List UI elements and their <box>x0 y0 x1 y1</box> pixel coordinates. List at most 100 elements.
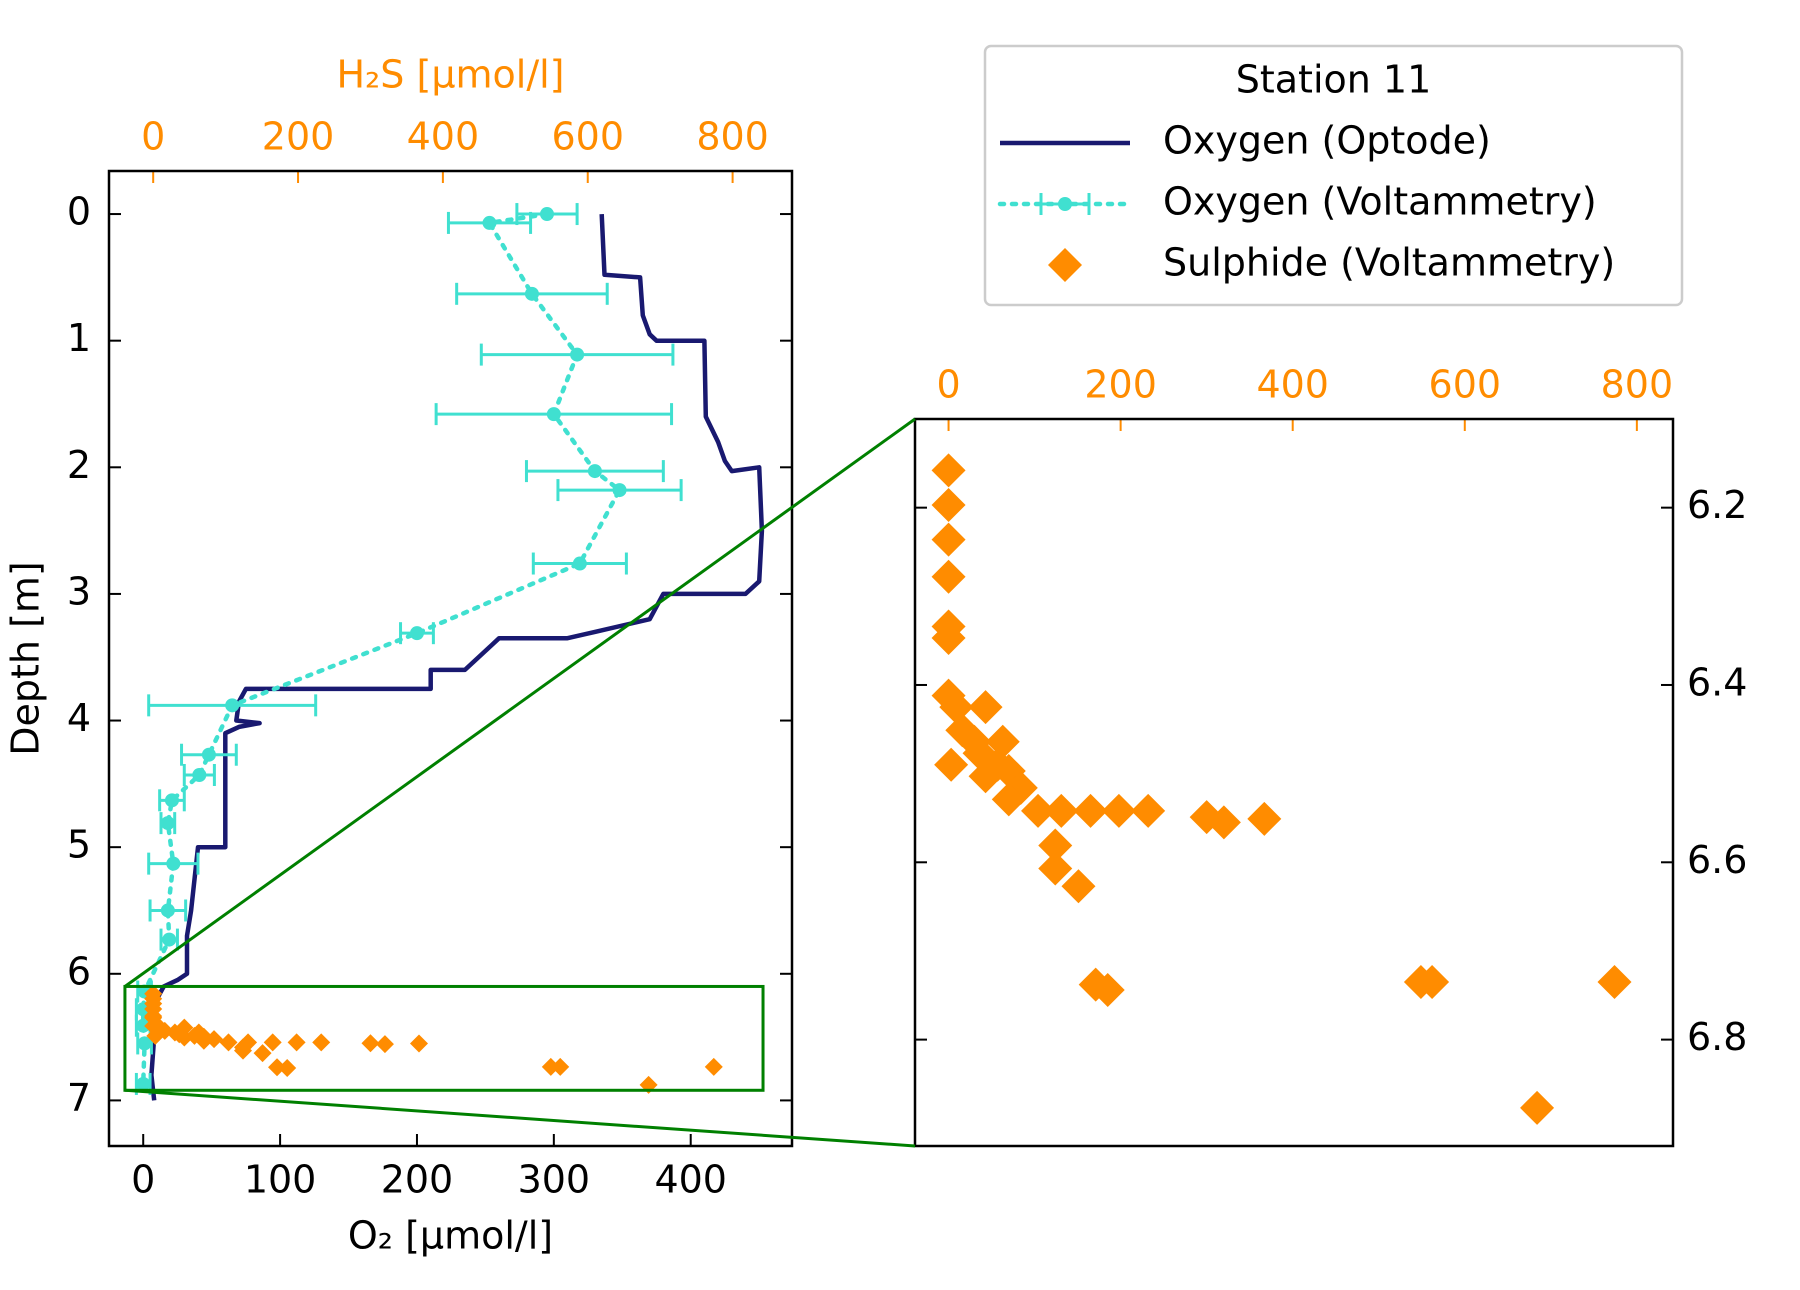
sulphide-marker <box>1520 1090 1555 1125</box>
y-tick-label: 6.6 <box>1687 838 1747 882</box>
sulphide-marker <box>551 1057 570 1076</box>
x2-tick-label: 600 <box>1429 363 1502 407</box>
legend-label: Sulphide (Voltammetry) <box>1163 241 1615 285</box>
zoom-connector <box>124 1088 916 1148</box>
sulphide-marker <box>312 1033 331 1052</box>
sulphide-marker <box>175 1028 194 1047</box>
data-point <box>572 556 587 571</box>
legend-marker <box>1048 248 1082 282</box>
x2-tick-label: 0 <box>141 115 165 159</box>
sulphide-marker <box>194 1031 213 1050</box>
x2-tick-label: 0 <box>936 363 960 407</box>
data-point <box>166 856 181 871</box>
sulphide-marker <box>253 1044 272 1063</box>
sulphide-marker <box>219 1033 238 1052</box>
sulphide-marker <box>931 559 966 594</box>
x-tick-label: 200 <box>381 1158 454 1202</box>
data-point <box>546 407 561 422</box>
x-tick-label: 300 <box>518 1158 591 1202</box>
data-point <box>160 903 175 918</box>
axes-frame <box>913 417 1675 1148</box>
sulphide-marker <box>931 487 966 522</box>
x-tick-label: 400 <box>654 1158 727 1202</box>
plot-area <box>931 453 1632 1125</box>
data-point <box>201 747 216 762</box>
sulphide-marker <box>968 690 1003 725</box>
y-tick-label: 6.2 <box>1687 483 1747 527</box>
x2-tick-label: 200 <box>1084 363 1157 407</box>
data-point <box>482 215 497 230</box>
x2-tick-label: 400 <box>407 115 480 159</box>
sulphide-marker <box>1131 793 1166 828</box>
sulphide-marker <box>1247 801 1282 836</box>
data-point <box>162 932 177 947</box>
data-point <box>137 1036 152 1051</box>
sulphide-marker <box>1101 793 1136 828</box>
y-tick-label: 6.8 <box>1687 1015 1747 1059</box>
sulphide-marker <box>541 1057 560 1076</box>
optode-line <box>149 213 765 1101</box>
sulphide-marker <box>1044 793 1079 828</box>
y-tick-label: 4 <box>67 696 91 740</box>
data-point <box>539 207 554 222</box>
data-point <box>409 626 424 641</box>
x2-tick-label: 200 <box>262 115 335 159</box>
data-point <box>136 1076 151 1091</box>
data-point <box>570 347 585 362</box>
data-point <box>160 816 175 831</box>
data-point <box>164 793 179 808</box>
sulphide-marker <box>1597 964 1632 999</box>
sulphide-marker <box>233 1041 252 1060</box>
y-axis-label: Depth [m] <box>4 561 48 756</box>
zoom-box <box>123 984 765 1092</box>
plot-area <box>134 203 765 1101</box>
x-tick-label: 100 <box>244 1158 317 1202</box>
x2-tick-label: 400 <box>1256 363 1329 407</box>
data-point <box>524 286 539 301</box>
sulphide-marker <box>1415 964 1450 999</box>
axes-frame <box>107 169 794 1148</box>
sulphide-marker <box>931 522 966 557</box>
sulphide-marker <box>934 747 969 782</box>
y-tick-label: 2 <box>67 443 91 487</box>
sulphide-marker <box>278 1059 297 1077</box>
x2-tick-label: 800 <box>696 115 769 159</box>
sulphide-marker <box>263 1033 282 1052</box>
y-tick-label: 1 <box>67 316 91 360</box>
data-point <box>136 1018 151 1033</box>
sulphide-marker <box>1206 805 1241 840</box>
dotted-line <box>140 211 623 1087</box>
legend-label: Oxygen (Optode) <box>1163 119 1491 163</box>
sulphide-marker <box>409 1034 428 1053</box>
data-point <box>587 464 602 479</box>
data-point <box>192 767 207 782</box>
sulphide-marker <box>968 759 1003 794</box>
x2-axis-label: H₂S [µmol/l] <box>336 53 564 97</box>
legend-title: Station 11 <box>1236 58 1432 102</box>
data-point <box>612 483 627 498</box>
legend-label: Oxygen (Voltammetry) <box>1163 180 1597 224</box>
sulphide-marker <box>991 753 1026 788</box>
legend-marker <box>1058 197 1072 211</box>
y-tick-label: 7 <box>67 1076 91 1120</box>
data-point <box>225 698 240 713</box>
y-tick-label: 0 <box>67 190 91 234</box>
sulphide-marker <box>991 782 1026 817</box>
sulphide-marker <box>287 1033 306 1052</box>
sulphide-marker <box>375 1035 394 1054</box>
sulphide-marker <box>1021 793 1056 828</box>
x2-tick-label: 600 <box>551 115 624 159</box>
x-tick-label: 0 <box>131 1158 155 1202</box>
y-tick-label: 5 <box>67 823 91 867</box>
x-axis-label: O₂ [µmol/l] <box>348 1214 553 1258</box>
sulphide-marker <box>704 1057 723 1076</box>
sulphide-marker <box>146 1026 165 1045</box>
sulphide-marker <box>1061 869 1096 904</box>
sulphide-marker <box>1038 851 1073 886</box>
sulphide-marker <box>1090 972 1125 1007</box>
sulphide-marker <box>268 1058 287 1077</box>
legend-box <box>983 44 1684 307</box>
sulphide-marker <box>939 690 974 725</box>
